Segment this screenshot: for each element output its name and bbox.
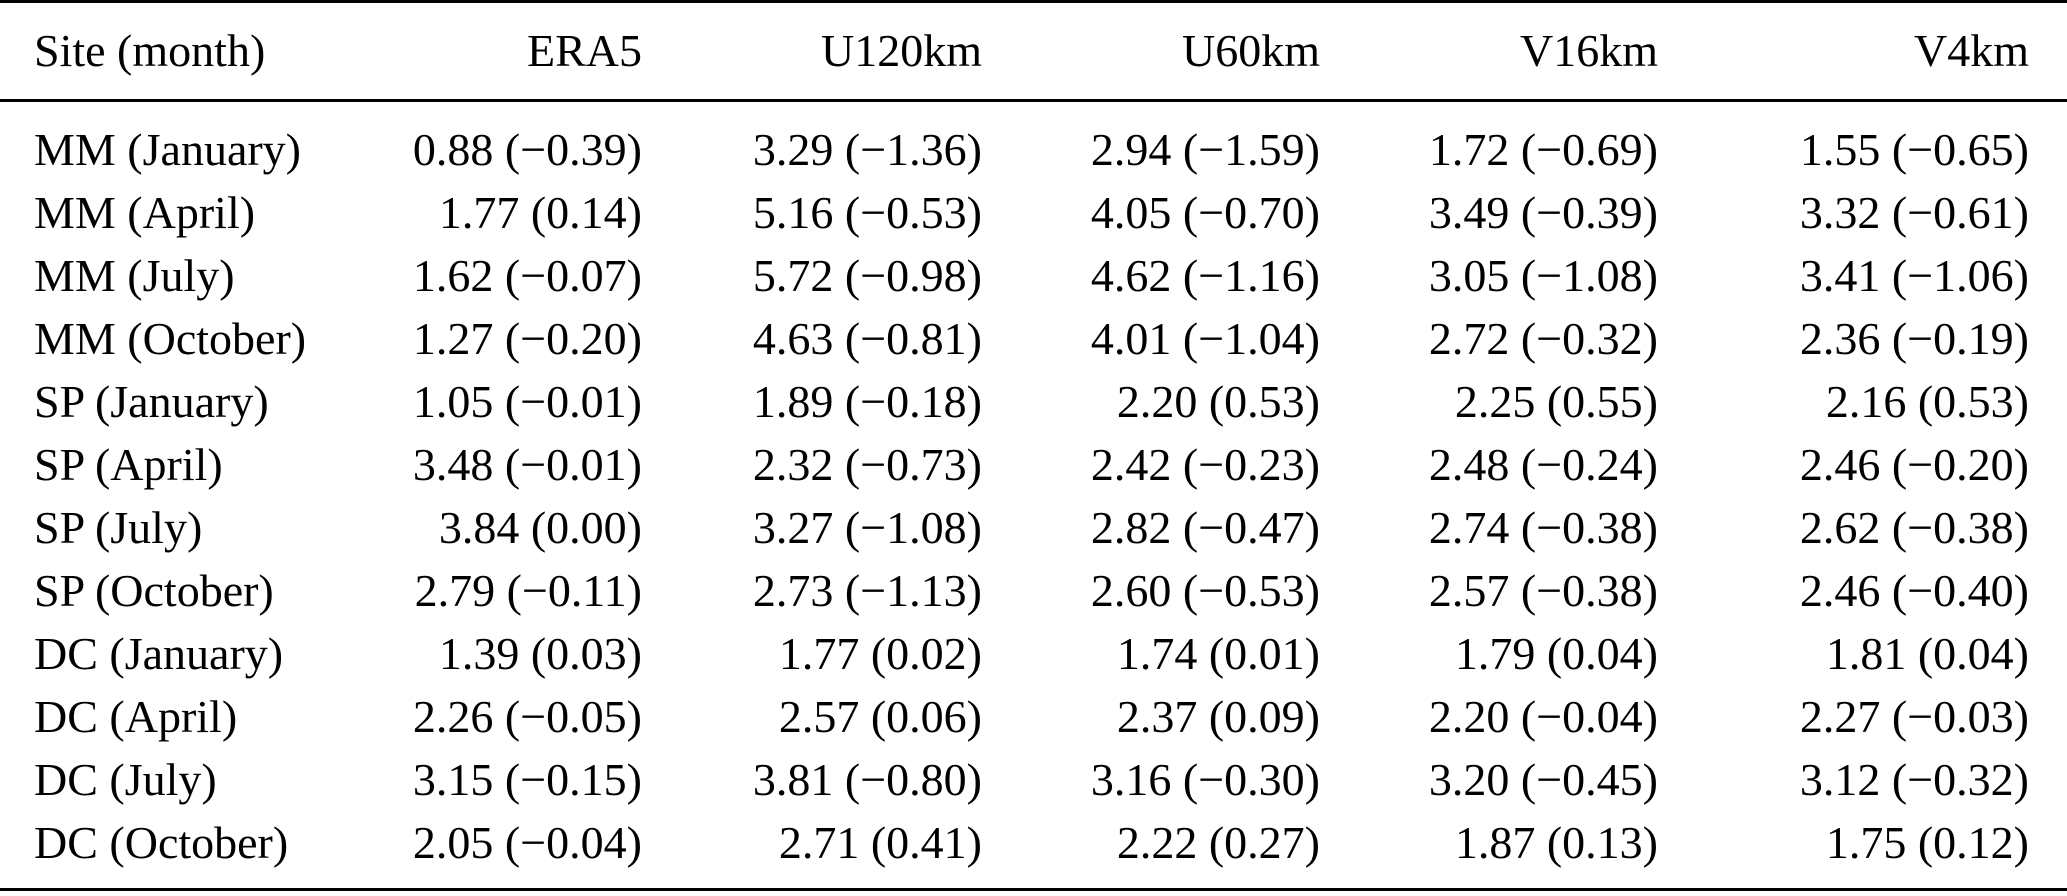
table-row: MM (July) 1.62 (−0.07) 5.72 (−0.98) 4.62… [0, 244, 2067, 307]
column-header-era5: ERA5 [527, 25, 642, 76]
table-row: DC (January) 1.39 (0.03) 1.77 (0.02) 1.7… [0, 622, 2067, 685]
cell-v4km: 1.75 (0.12) [1825, 816, 2029, 868]
table-row: MM (January) 0.88 (−0.39) 3.29 (−1.36) 2… [0, 101, 2067, 182]
cell-u120km: 1.77 (0.02) [778, 627, 982, 679]
table-row: SP (October) 2.79 (−0.11) 2.73 (−1.13) 2… [0, 559, 2067, 622]
cell-v16km: 2.74 (−0.38) [1428, 501, 1658, 553]
row-label: SP (January) [34, 375, 269, 427]
column-header-v4km: V4km [1914, 25, 2029, 76]
table-row: DC (April) 2.26 (−0.05) 2.57 (0.06) 2.37… [0, 685, 2067, 748]
column-header-site-month: Site (month) [34, 25, 266, 76]
cell-era5: 0.88 (−0.39) [412, 123, 642, 175]
cell-u60km: 2.82 (−0.47) [1090, 501, 1320, 553]
cell-v4km: 2.62 (−0.38) [1799, 501, 2029, 553]
cell-u60km: 2.22 (0.27) [1116, 816, 1320, 868]
cell-u60km: 4.62 (−1.16) [1090, 249, 1320, 301]
row-label: MM (October) [34, 312, 307, 364]
cell-v16km: 3.49 (−0.39) [1428, 186, 1658, 238]
cell-u120km: 2.71 (0.41) [778, 816, 982, 868]
table-row: DC (October) 2.05 (−0.04) 2.71 (0.41) 2.… [0, 811, 2067, 890]
cell-u120km: 5.72 (−0.98) [752, 249, 982, 301]
cell-u60km: 4.01 (−1.04) [1090, 312, 1320, 364]
cell-v4km: 3.12 (−0.32) [1799, 753, 2029, 805]
cell-u120km: 4.63 (−0.81) [752, 312, 982, 364]
cell-era5: 2.05 (−0.04) [412, 816, 642, 868]
cell-v4km: 2.27 (−0.03) [1799, 690, 2029, 742]
cell-v16km: 3.05 (−1.08) [1428, 249, 1658, 301]
row-label: MM (July) [34, 249, 235, 301]
table-row: MM (April) 1.77 (0.14) 5.16 (−0.53) 4.05… [0, 181, 2067, 244]
header-row: Site (month) ERA5 U120km U60km V16km V4k… [0, 1, 2067, 101]
table-row: SP (April) 3.48 (−0.01) 2.32 (−0.73) 2.4… [0, 433, 2067, 496]
table-row: SP (January) 1.05 (−0.01) 1.89 (−0.18) 2… [0, 370, 2067, 433]
table-row: MM (October) 1.27 (−0.20) 4.63 (−0.81) 4… [0, 307, 2067, 370]
cell-v16km: 2.72 (−0.32) [1428, 312, 1658, 364]
column-header-v16km: V16km [1520, 25, 1658, 76]
cell-v4km: 2.46 (−0.20) [1799, 438, 2029, 490]
row-label: DC (July) [34, 753, 217, 805]
column-header-u60km: U60km [1182, 25, 1320, 76]
cell-u120km: 2.73 (−1.13) [752, 564, 982, 616]
cell-v16km: 2.20 (−0.04) [1428, 690, 1658, 742]
cell-u60km: 4.05 (−0.70) [1090, 186, 1320, 238]
row-label: DC (January) [34, 627, 284, 679]
cell-v4km: 3.41 (−1.06) [1799, 249, 2029, 301]
cell-v4km: 3.32 (−0.61) [1799, 186, 2029, 238]
cell-v16km: 1.72 (−0.69) [1428, 123, 1658, 175]
cell-u120km: 3.27 (−1.08) [752, 501, 982, 553]
row-label: MM (January) [34, 123, 301, 175]
cell-era5: 1.39 (0.03) [438, 627, 642, 679]
cell-v4km: 1.81 (0.04) [1825, 627, 2029, 679]
row-label: SP (July) [34, 501, 203, 553]
row-label: SP (April) [34, 438, 223, 490]
cell-u60km: 2.60 (−0.53) [1090, 564, 1320, 616]
cell-era5: 2.79 (−0.11) [414, 564, 642, 616]
cell-era5: 3.48 (−0.01) [412, 438, 642, 490]
row-label: DC (October) [34, 816, 289, 868]
cell-era5: 2.26 (−0.05) [412, 690, 642, 742]
cell-u120km: 2.57 (0.06) [778, 690, 982, 742]
cell-v16km: 1.87 (0.13) [1454, 816, 1658, 868]
cell-u120km: 2.32 (−0.73) [752, 438, 982, 490]
cell-u120km: 5.16 (−0.53) [752, 186, 982, 238]
cell-era5: 3.84 (0.00) [438, 501, 642, 553]
row-label: MM (April) [34, 186, 256, 238]
cell-era5: 1.27 (−0.20) [412, 312, 642, 364]
cell-u60km: 2.37 (0.09) [1116, 690, 1320, 742]
cell-u120km: 3.29 (−1.36) [752, 123, 982, 175]
cell-u60km: 3.16 (−0.30) [1090, 753, 1320, 805]
cell-v16km: 3.20 (−0.45) [1428, 753, 1658, 805]
row-label: SP (October) [34, 564, 274, 616]
cell-v4km: 2.46 (−0.40) [1799, 564, 2029, 616]
cell-v16km: 2.48 (−0.24) [1428, 438, 1658, 490]
cell-v4km: 2.36 (−0.19) [1799, 312, 2029, 364]
cell-era5: 3.15 (−0.15) [412, 753, 642, 805]
cell-u60km: 2.94 (−1.59) [1090, 123, 1320, 175]
cell-v16km: 1.79 (0.04) [1454, 627, 1658, 679]
row-label: DC (April) [34, 690, 238, 742]
cell-v4km: 1.55 (−0.65) [1799, 123, 2029, 175]
cell-u60km: 1.74 (0.01) [1116, 627, 1320, 679]
cell-v4km: 2.16 (0.53) [1825, 375, 2029, 427]
cell-u120km: 1.89 (−0.18) [752, 375, 982, 427]
cell-era5: 1.62 (−0.07) [412, 249, 642, 301]
cell-u60km: 2.42 (−0.23) [1090, 438, 1320, 490]
table-row: SP (July) 3.84 (0.00) 3.27 (−1.08) 2.82 … [0, 496, 2067, 559]
cell-u120km: 3.81 (−0.80) [752, 753, 982, 805]
cell-u60km: 2.20 (0.53) [1116, 375, 1320, 427]
cell-era5: 1.77 (0.14) [438, 186, 642, 238]
column-header-u120km: U120km [821, 25, 982, 76]
cell-v16km: 2.25 (0.55) [1454, 375, 1658, 427]
cell-v16km: 2.57 (−0.38) [1428, 564, 1658, 616]
cell-era5: 1.05 (−0.01) [412, 375, 642, 427]
table-row: DC (July) 3.15 (−0.15) 3.81 (−0.80) 3.16… [0, 748, 2067, 811]
